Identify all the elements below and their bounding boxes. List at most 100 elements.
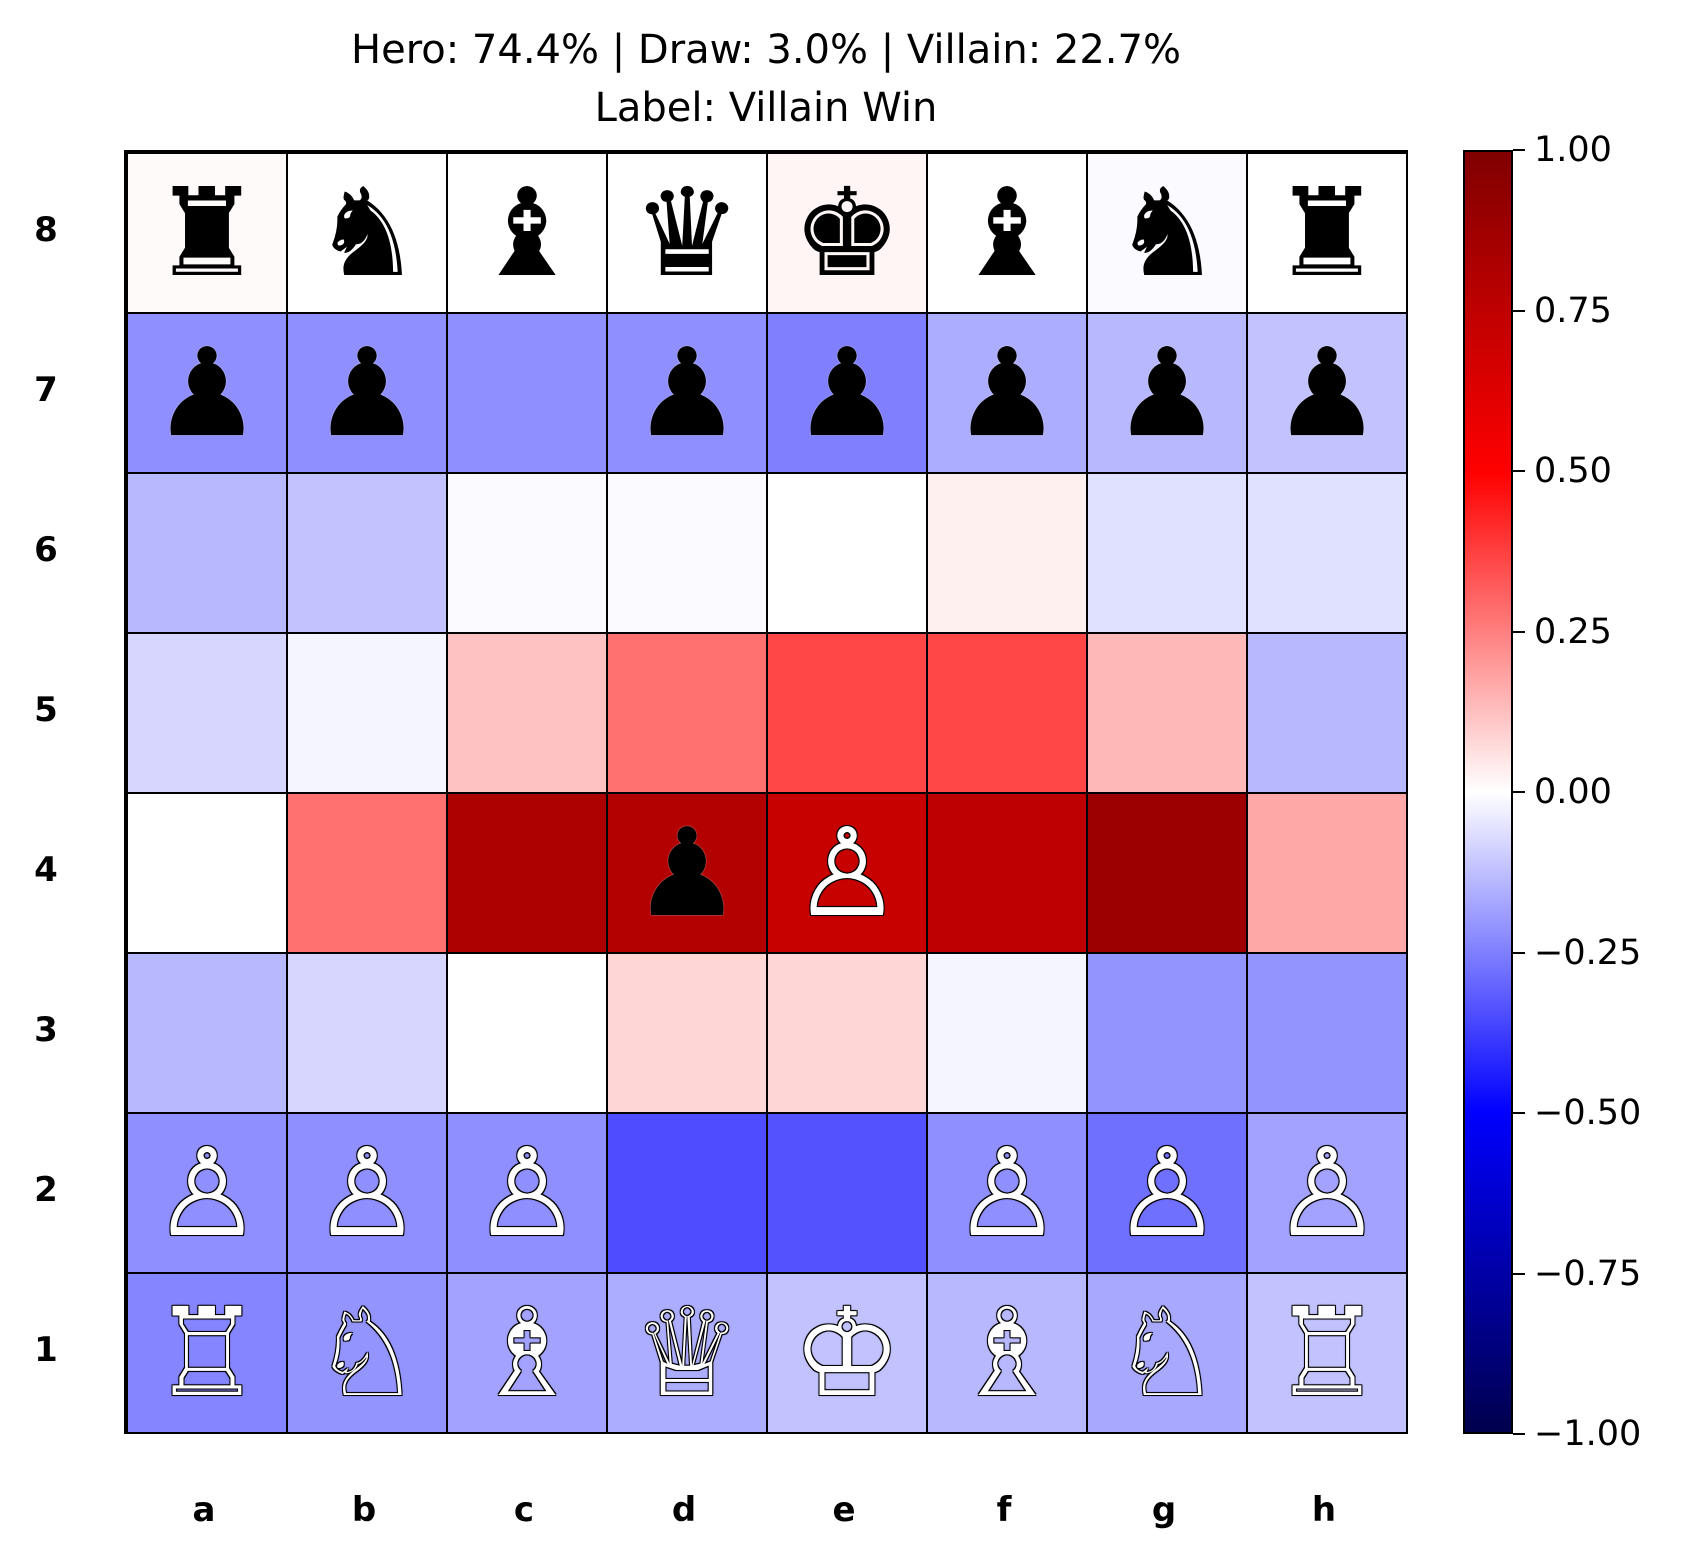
square-b2: ♙ xyxy=(287,1113,447,1273)
square-f6 xyxy=(927,473,1087,633)
square-f8: ♝ xyxy=(927,153,1087,313)
square-g5 xyxy=(1087,633,1247,793)
square-d8: ♛ xyxy=(607,153,767,313)
square-a5 xyxy=(127,633,287,793)
square-a3 xyxy=(127,953,287,1113)
black-pawn-icon: ♟ xyxy=(1272,322,1382,464)
colorbar-tick-label: 0.00 xyxy=(1534,772,1612,812)
black-pawn-icon: ♟ xyxy=(1112,322,1222,464)
colorbar-tick-label: 0.75 xyxy=(1534,290,1612,331)
square-d7: ♟ xyxy=(607,313,767,473)
square-f2: ♙ xyxy=(927,1113,1087,1273)
colorbar-tick xyxy=(1513,791,1525,793)
square-g3 xyxy=(1087,953,1247,1113)
white-pawn-icon: ♙ xyxy=(792,802,902,944)
rank-label-6: 6 xyxy=(34,530,58,570)
black-pawn-icon: ♟ xyxy=(792,322,902,464)
square-a8: ♜ xyxy=(127,153,287,313)
square-g6 xyxy=(1087,473,1247,633)
title-label: Label: Villain Win xyxy=(594,85,938,131)
colorbar-tick-label: −0.50 xyxy=(1534,1093,1642,1133)
square-g4 xyxy=(1087,793,1247,953)
square-h1: ♖ xyxy=(1247,1273,1407,1433)
square-f1: ♗ xyxy=(927,1273,1087,1433)
rank-label-7: 7 xyxy=(34,370,58,410)
square-b4 xyxy=(287,793,447,953)
square-c8: ♝ xyxy=(447,153,607,313)
white-queen-icon: ♕ xyxy=(632,1282,742,1424)
colorbar-tick xyxy=(1513,951,1525,954)
chess-board-heatmap: ♜ ♞ ♝ ♛ ♚ ♝ ♞ ♜ ♟ ♟ ♟ ♟ ♟ ♟ ♟ ♟ ♙ ♙ ♙ ♙ ♙ ♙ ♙ ♖ ♘ ♗ ♕ ♔ ♗ ♘ ♖ xyxy=(124,150,1408,1434)
square-d6 xyxy=(607,473,767,633)
square-h2: ♙ xyxy=(1247,1113,1407,1273)
black-rook-icon: ♜ xyxy=(152,162,262,304)
white-rook-icon: ♖ xyxy=(1272,1282,1382,1424)
square-g8: ♞ xyxy=(1087,153,1247,313)
square-b3 xyxy=(287,953,447,1113)
file-label-b: b xyxy=(351,1490,377,1530)
square-h8: ♜ xyxy=(1247,153,1407,313)
colorbar-tick-label: −0.75 xyxy=(1534,1253,1642,1294)
colorbar-tick xyxy=(1513,1433,1525,1435)
square-h7: ♟ xyxy=(1247,313,1407,473)
file-label-c: c xyxy=(513,1490,535,1530)
black-bishop-icon: ♝ xyxy=(952,162,1062,304)
square-g1: ♘ xyxy=(1087,1273,1247,1433)
square-e8: ♚ xyxy=(767,153,927,313)
colorbar-tick xyxy=(1513,470,1525,472)
square-h4 xyxy=(1247,793,1407,953)
colorbar-tick-label: 0.50 xyxy=(1534,451,1612,491)
white-pawn-icon: ♙ xyxy=(952,1122,1062,1264)
colorbar-tick xyxy=(1513,149,1525,151)
square-e2 xyxy=(767,1113,927,1273)
square-f7: ♟ xyxy=(927,313,1087,473)
square-c7 xyxy=(447,313,607,473)
colorbar-tick-label: −0.25 xyxy=(1534,932,1642,973)
white-pawn-icon: ♙ xyxy=(152,1122,262,1264)
colorbar xyxy=(1463,150,1513,1434)
square-a6 xyxy=(127,473,287,633)
square-d2 xyxy=(607,1113,767,1273)
white-bishop-icon: ♗ xyxy=(952,1282,1062,1424)
black-pawn-icon: ♟ xyxy=(952,322,1062,464)
square-c4 xyxy=(447,793,607,953)
colorbar-tick xyxy=(1513,309,1525,312)
white-pawn-icon: ♙ xyxy=(312,1122,422,1264)
colorbar-tick-label: 1.00 xyxy=(1534,130,1612,170)
square-b5 xyxy=(287,633,447,793)
black-rook-icon: ♜ xyxy=(1272,162,1382,304)
file-label-h: h xyxy=(1311,1490,1337,1530)
square-f5 xyxy=(927,633,1087,793)
file-label-e: e xyxy=(832,1490,856,1530)
square-b8: ♞ xyxy=(287,153,447,313)
rank-label-5: 5 xyxy=(34,690,58,730)
square-e3 xyxy=(767,953,927,1113)
square-b7: ♟ xyxy=(287,313,447,473)
square-e4: ♙ xyxy=(767,793,927,953)
square-h3 xyxy=(1247,953,1407,1113)
square-a7: ♟ xyxy=(127,313,287,473)
white-pawn-icon: ♙ xyxy=(1272,1122,1382,1264)
square-d3 xyxy=(607,953,767,1113)
square-c6 xyxy=(447,473,607,633)
colorbar-tick xyxy=(1513,1272,1525,1275)
black-king-icon: ♚ xyxy=(792,162,902,304)
white-pawn-icon: ♙ xyxy=(1112,1122,1222,1264)
square-h5 xyxy=(1247,633,1407,793)
file-label-f: f xyxy=(996,1490,1012,1530)
square-a4 xyxy=(127,793,287,953)
black-pawn-icon: ♟ xyxy=(632,802,742,944)
rank-label-4: 4 xyxy=(34,850,58,890)
file-label-a: a xyxy=(192,1490,216,1530)
black-pawn-icon: ♟ xyxy=(312,322,422,464)
square-c5 xyxy=(447,633,607,793)
colorbar-tick xyxy=(1513,630,1525,633)
square-e5 xyxy=(767,633,927,793)
square-b6 xyxy=(287,473,447,633)
white-knight-icon: ♘ xyxy=(1112,1282,1222,1424)
square-e6 xyxy=(767,473,927,633)
rank-label-1: 1 xyxy=(34,1330,58,1370)
black-queen-icon: ♛ xyxy=(632,162,742,304)
rank-label-3: 3 xyxy=(34,1010,58,1050)
black-pawn-icon: ♟ xyxy=(632,322,742,464)
